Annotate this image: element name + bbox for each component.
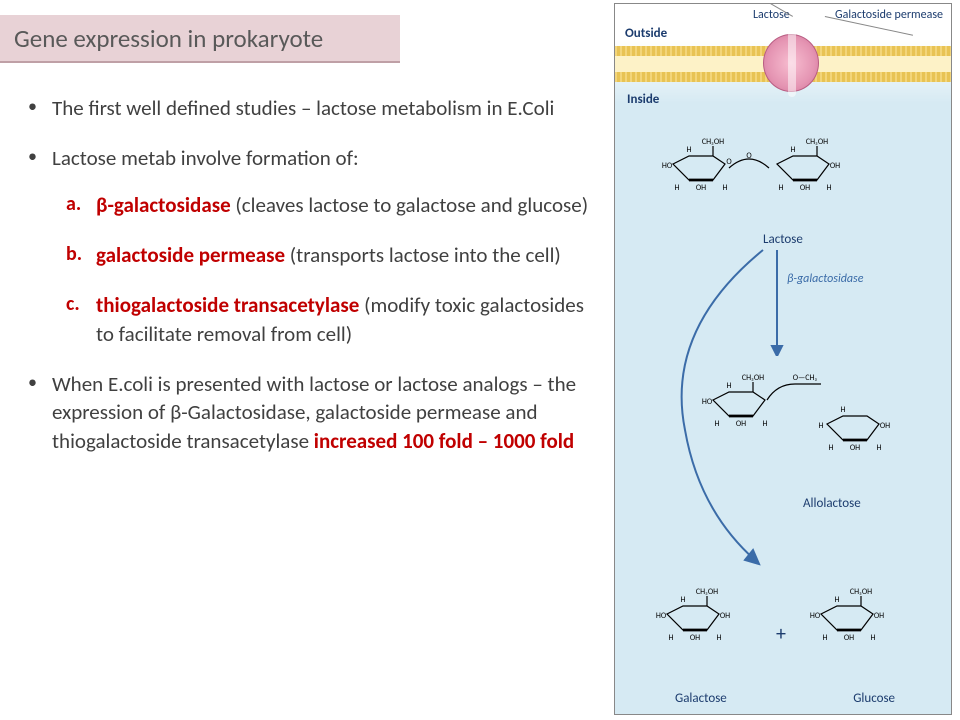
svg-text:CH₂OH: CH₂OH	[702, 137, 724, 147]
svg-text:H: H	[675, 183, 680, 193]
svg-text:H: H	[877, 443, 882, 453]
bullet-1: The first well defined studies – lactose…	[22, 94, 602, 122]
svg-text:OH: OH	[736, 419, 746, 429]
svg-text:O—CH₂: O—CH₂	[793, 373, 818, 383]
svg-text:H: H	[727, 381, 732, 391]
sub-b-marker: b.	[66, 241, 82, 268]
svg-text:H: H	[841, 405, 846, 415]
bullet-2: Lactose metab involve formation of: a. β…	[22, 144, 602, 348]
inside-label: Inside	[627, 92, 659, 107]
sub-b: b. galactoside permease (transports lact…	[52, 241, 602, 269]
svg-text:H: H	[791, 145, 796, 155]
figure-panel: Outside Lactose Galactoside permease Ins…	[614, 3, 952, 715]
svg-text:H: H	[827, 183, 832, 193]
lactose-glucose-ring: CH₂OHOHHOHHH	[767, 144, 835, 194]
bullet-3-hl: increased 100 fold – 1000 fold	[314, 428, 574, 454]
sub-a-hl: β-galactosidase	[96, 192, 231, 218]
svg-text:H: H	[829, 443, 834, 453]
svg-text:H: H	[669, 633, 674, 643]
permease-protein	[763, 34, 819, 92]
svg-text:H: H	[687, 145, 692, 155]
svg-text:CH₂OH: CH₂OH	[806, 137, 828, 147]
svg-text:OH: OH	[830, 161, 840, 171]
svg-text:CH₂OH: CH₂OH	[696, 587, 718, 597]
lactose-mid-label: Lactose	[763, 232, 803, 247]
sub-c-marker: c.	[66, 291, 80, 318]
svg-text:H: H	[717, 633, 722, 643]
svg-text:CH₂OH: CH₂OH	[850, 587, 872, 597]
svg-text:OH: OH	[696, 183, 706, 193]
sub-b-hl: galactoside permease	[96, 242, 285, 268]
svg-text:OH: OH	[800, 183, 810, 193]
svg-text:H: H	[823, 633, 828, 643]
svg-text:CH₂OH: CH₂OH	[742, 373, 764, 383]
bullet-2-text: Lactose metab involve formation of:	[52, 145, 359, 171]
glucose-ring: CH₂OHHOOHHOHHH	[811, 594, 879, 644]
svg-text:OH: OH	[690, 633, 700, 643]
plus-sign: +	[776, 622, 786, 646]
outside-label: Outside	[625, 26, 667, 41]
main-list: The first well defined studies – lactose…	[22, 94, 602, 455]
svg-text:OH: OH	[844, 633, 854, 643]
glucose-label: Glucose	[853, 691, 895, 706]
bullet-3: When E.coli is presented with lactose or…	[22, 370, 602, 455]
sub-a-marker: a.	[66, 191, 81, 218]
galactose-ring: CH₂OHHOOHHOHHH	[657, 594, 725, 644]
bgal-label: β-galactosidase	[787, 272, 863, 286]
sub-c: c. thiogalactoside transacetylase (modif…	[52, 291, 602, 348]
galactose-label: Galactose	[675, 691, 727, 706]
allolactose-left-ring: CH₂OHHOHOHHH	[703, 380, 771, 430]
svg-text:H: H	[871, 633, 876, 643]
svg-text:H: H	[723, 183, 728, 193]
svg-text:H: H	[715, 419, 720, 429]
slide-title: Gene expression in prokaryote	[14, 23, 323, 54]
svg-text:OH: OH	[874, 611, 884, 621]
svg-text:HO: HO	[662, 161, 673, 171]
svg-text:O: O	[746, 151, 752, 161]
lactose-galactose-ring: CH₂OHHOHOHHHO	[663, 144, 731, 194]
sub-a: a. β-galactosidase (cleaves lactose to g…	[52, 191, 602, 219]
title-bar: Gene expression in prokaryote	[0, 15, 400, 63]
allolactose-label: Allolactose	[803, 496, 861, 511]
glycosidic-bond-1: O	[727, 154, 771, 184]
allolactose-right-ring: OHHOHHHH	[817, 404, 885, 454]
svg-text:HO: HO	[702, 397, 713, 407]
permease-label: Galactoside permease	[835, 8, 943, 22]
svg-text:H: H	[681, 595, 686, 605]
svg-text:OH: OH	[880, 421, 890, 431]
svg-text:OH: OH	[850, 443, 860, 453]
svg-text:HO: HO	[810, 611, 821, 621]
svg-text:H: H	[779, 183, 784, 193]
sub-list: a. β-galactosidase (cleaves lactose to g…	[52, 191, 602, 348]
svg-text:HO: HO	[656, 611, 667, 621]
sub-b-rest: (transports lactose into the cell)	[285, 242, 561, 268]
svg-text:H: H	[819, 421, 824, 431]
svg-text:OH: OH	[720, 611, 730, 621]
sub-c-hl: thiogalactoside transacetylase	[96, 292, 359, 318]
svg-text:H: H	[835, 595, 840, 605]
content-area: The first well defined studies – lactose…	[22, 94, 602, 477]
sub-a-rest: (cleaves lactose to galactose and glucos…	[231, 192, 588, 218]
svg-text:H: H	[763, 419, 768, 429]
